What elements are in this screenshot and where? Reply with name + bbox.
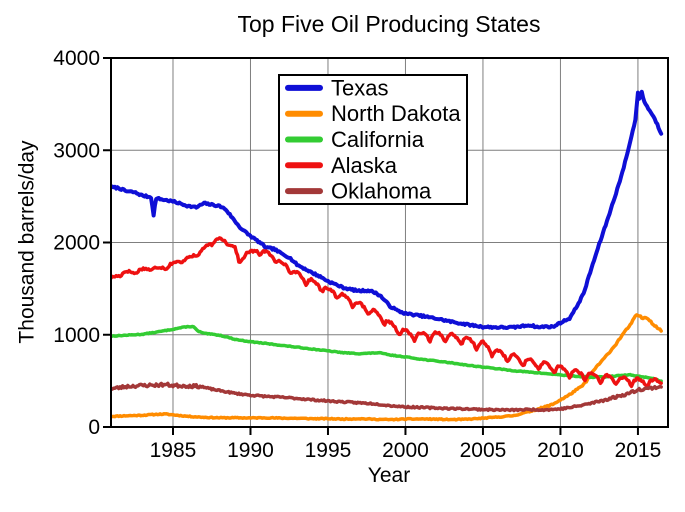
legend-label-oklahoma: Oklahoma [331,179,432,204]
x-tick-label-2010: 2010 [537,439,584,462]
y-tick-label-1000: 1000 [53,324,100,347]
legend-item-north-dakota: North Dakota [285,101,461,126]
y-tick-label-4000: 4000 [53,47,100,70]
legend-label-california: California [331,127,425,152]
legend-item-texas: Texas [285,75,388,100]
x-tick-label-2000: 2000 [382,439,429,462]
series-line-alaska [111,236,663,389]
x-axis-title: Year [368,464,410,487]
x-tick-label-1990: 1990 [227,439,274,462]
x-tick-label-2015: 2015 [615,439,662,462]
series-line-oklahoma [111,381,663,413]
x-tick-label-1995: 1995 [305,439,352,462]
x-tick-label-2005: 2005 [460,439,507,462]
y-tick-label-3000: 3000 [53,139,100,162]
legend-item-california: California [285,127,425,152]
series-line-texas [111,89,664,330]
legend-item-oklahoma: Oklahoma [285,179,432,204]
x-tick-label-1985: 1985 [150,439,197,462]
axis-ticks [103,57,639,435]
legend-label-north-dakota: North Dakota [331,101,461,126]
chart-title: Top Five Oil Producing States [238,11,541,37]
legend-label-texas: Texas [331,75,388,100]
y-tick-label-0: 0 [88,416,100,439]
series-line-north-dakota [111,313,663,422]
data-series-lines [111,89,664,422]
legend-item-alaska: Alaska [285,153,398,178]
legend-label-alaska: Alaska [331,153,398,178]
axis-tick-labels: 1985 1990 1995 2000 2005 2010 2015 0 1000 2000 300… [53,47,661,462]
y-axis-title: Thousand barrels/day [16,140,39,344]
y-tick-label-2000: 2000 [53,232,100,255]
